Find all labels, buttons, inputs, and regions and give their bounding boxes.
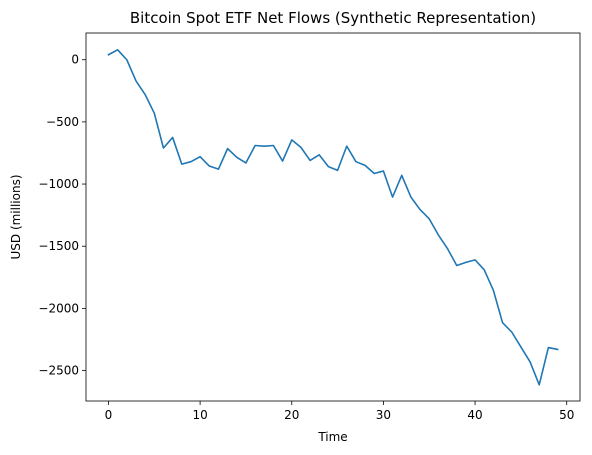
x-tick-label: 20 xyxy=(284,408,299,422)
series-line-0 xyxy=(107,48,559,386)
chart-title: Bitcoin Spot ETF Net Flows (Synthetic Re… xyxy=(130,9,536,27)
plot-frame xyxy=(85,32,581,402)
y-axis: 0 −500 −1000 −1500 −2000 −2500 xyxy=(38,53,86,378)
plot-lines xyxy=(107,48,559,386)
x-tick-label: 0 xyxy=(105,408,113,422)
x-tick-label: 10 xyxy=(192,408,207,422)
x-axis-label: Time xyxy=(317,430,347,444)
x-axis: 0 10 20 30 40 50 xyxy=(105,401,574,422)
x-tick-label: 40 xyxy=(467,408,482,422)
y-tick-label: −500 xyxy=(46,115,79,129)
y-tick-label: −1500 xyxy=(38,239,79,253)
x-tick-label: 30 xyxy=(376,408,391,422)
x-tick-label: 50 xyxy=(559,408,574,422)
y-tick-label: 0 xyxy=(71,53,79,67)
y-tick-label: −2000 xyxy=(38,301,79,315)
y-tick-label: −2500 xyxy=(38,364,79,378)
y-axis-label: USD (millions) xyxy=(9,174,23,259)
y-tick-label: −1000 xyxy=(38,177,79,191)
